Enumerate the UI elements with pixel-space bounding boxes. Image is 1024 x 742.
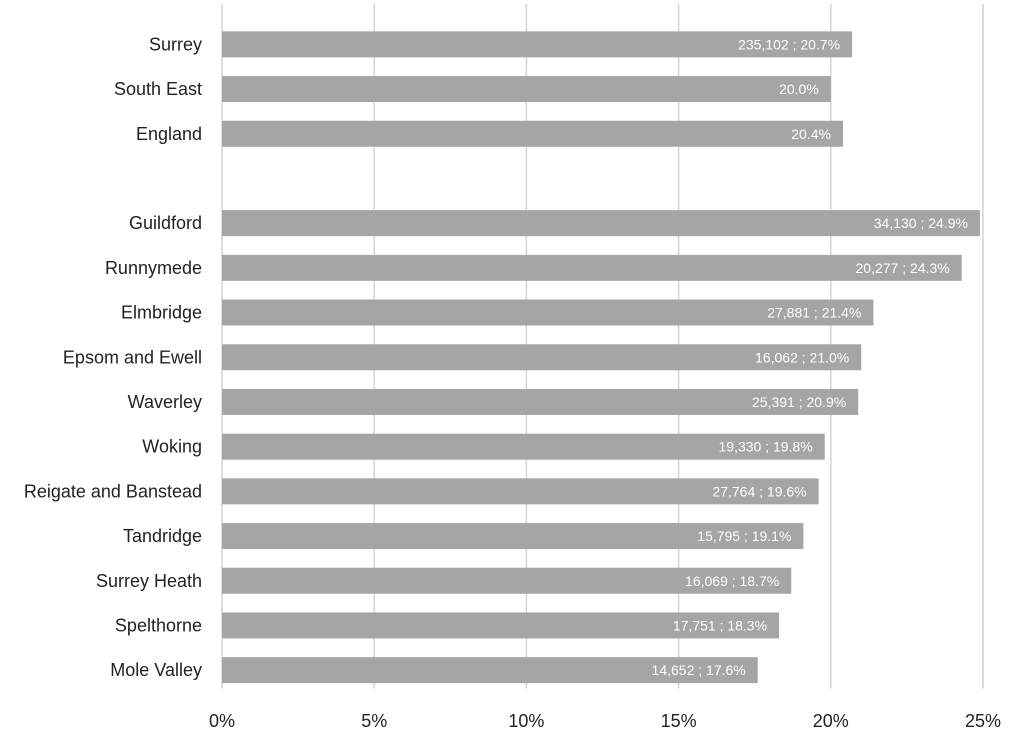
category-label: South East [114,79,202,99]
bar [222,433,825,460]
bar [222,657,758,684]
data-label: 16,062 ; 21.0% [755,349,849,365]
bar [222,76,831,103]
category-label: Waverley [128,392,202,412]
x-tick-label: 25% [965,711,1001,731]
category-label: Surrey Heath [96,571,202,591]
category-label: Tandridge [123,526,202,546]
bar [222,567,792,594]
data-label: 14,652 ; 17.6% [652,662,746,678]
x-tick-label: 20% [813,711,849,731]
data-label: 25,391 ; 20.9% [752,394,846,410]
category-label: Spelthorne [115,615,202,635]
x-tick-label: 5% [361,711,387,731]
bar [222,31,853,58]
data-label: 235,102 ; 20.7% [738,36,840,52]
x-tick-label: 0% [209,711,235,731]
bar [222,344,862,371]
bar [222,388,859,415]
category-label: Mole Valley [110,660,202,680]
bar [222,478,819,505]
x-tick-label: 10% [508,711,544,731]
x-tick-label: 15% [661,711,697,731]
data-label: 27,764 ; 19.6% [712,483,806,499]
category-label: Surrey [149,34,202,54]
data-label: 20.0% [779,81,819,97]
bar [222,299,874,326]
data-label: 27,881 ; 21.4% [767,305,861,321]
data-label: 17,751 ; 18.3% [673,617,767,633]
category-labels: Surrey South East England Guildford Runnymed… [24,34,202,680]
category-label: Reigate and Banstead [24,481,202,501]
bar [222,523,804,550]
bar [222,210,980,237]
data-label: 19,330 ; 19.8% [719,439,813,455]
category-label: Woking [142,437,202,457]
category-label: Guildford [129,213,202,233]
bar [222,612,780,639]
category-label: Runnymede [105,258,202,278]
x-axis-tick-labels: 0% 5% 10% 15% 20% 25% [209,711,1001,731]
bar [222,254,962,281]
data-label: 16,069 ; 18.7% [685,573,779,589]
bars: 235,102 ; 20.7% 20.0% 20.4% 34,130 ; 24.9% 2… [222,31,980,684]
data-label: 15,795 ; 19.1% [697,528,791,544]
category-label: England [136,124,202,144]
data-label: 20.4% [791,126,831,142]
category-label: Elmbridge [121,303,202,323]
category-label: Epsom and Ewell [63,347,202,367]
data-label: 20,277 ; 24.3% [856,260,950,276]
data-label: 34,130 ; 24.9% [874,215,968,231]
bar [222,120,843,147]
